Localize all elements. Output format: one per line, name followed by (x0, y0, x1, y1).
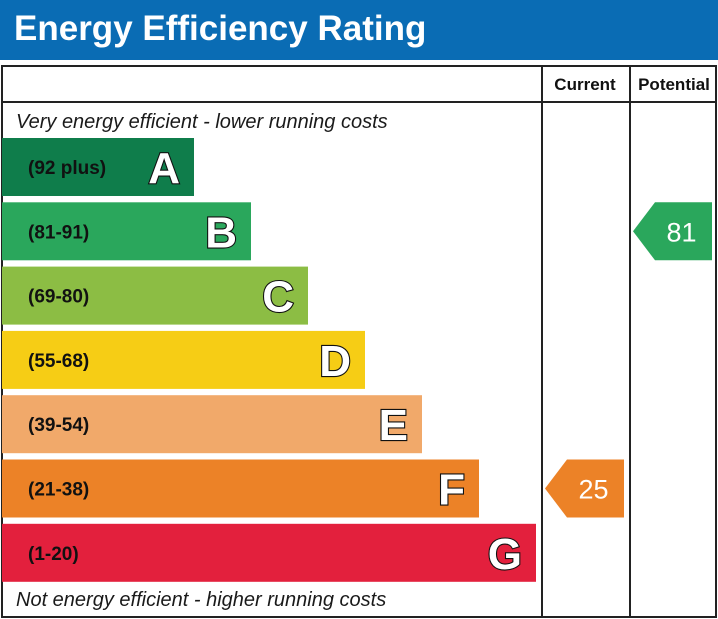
potential-rating-marker-value: 81 (666, 217, 696, 247)
band-e: (39-54) E (2, 395, 422, 454)
band-bar (2, 523, 536, 582)
band-b: (81-91) B (2, 202, 251, 261)
band-d: (55-68) D (2, 330, 365, 389)
band-g: (1-20) G (2, 523, 536, 582)
band-bar (2, 459, 479, 518)
band-range-label: (81-91) (28, 222, 89, 243)
potential-rating-marker-arrow (633, 202, 712, 261)
band-bar (2, 330, 365, 389)
band-letter: D (319, 337, 351, 386)
page-title: Energy Efficiency Rating (14, 9, 427, 48)
band-range-label: (21-38) (28, 480, 89, 501)
band-range-label: (1-20) (28, 544, 79, 565)
band-range-label: (69-80) (28, 287, 89, 308)
band-a: (92 plus) A (2, 138, 194, 196)
band-letter: C (262, 273, 294, 322)
band-letter: A (148, 144, 180, 193)
band-letter: E (379, 401, 408, 450)
current-rating-marker-arrow (545, 459, 624, 518)
bottom-note: Not energy efficient - higher running co… (16, 589, 386, 611)
rating-markers: 25 81 (545, 202, 712, 518)
band-bar (2, 138, 194, 196)
band-letter: G (488, 530, 522, 579)
rating-bands: (92 plus) A (81-91) B (69-80) C (55-68) D (39-54… (2, 138, 536, 582)
band-letter: B (205, 208, 237, 257)
potential-column-header: Potential (638, 75, 710, 94)
band-bar (2, 395, 422, 454)
band-f: (21-38) F (2, 459, 479, 518)
band-c: (69-80) C (2, 266, 308, 325)
current-column-header: Current (554, 75, 616, 94)
current-rating-marker-value: 25 (578, 475, 608, 505)
header-bar: Energy Efficiency Rating (0, 0, 718, 60)
band-range-label: (92 plus) (28, 158, 106, 179)
band-range-label: (39-54) (28, 415, 89, 436)
band-range-label: (55-68) (28, 351, 89, 372)
band-bar (2, 266, 308, 325)
band-bar (2, 202, 251, 261)
current-rating-marker: 25 (545, 459, 624, 518)
potential-rating-marker: 81 (633, 202, 712, 261)
band-letter: F (438, 466, 465, 515)
top-note: Very energy efficient - lower running co… (16, 111, 388, 133)
